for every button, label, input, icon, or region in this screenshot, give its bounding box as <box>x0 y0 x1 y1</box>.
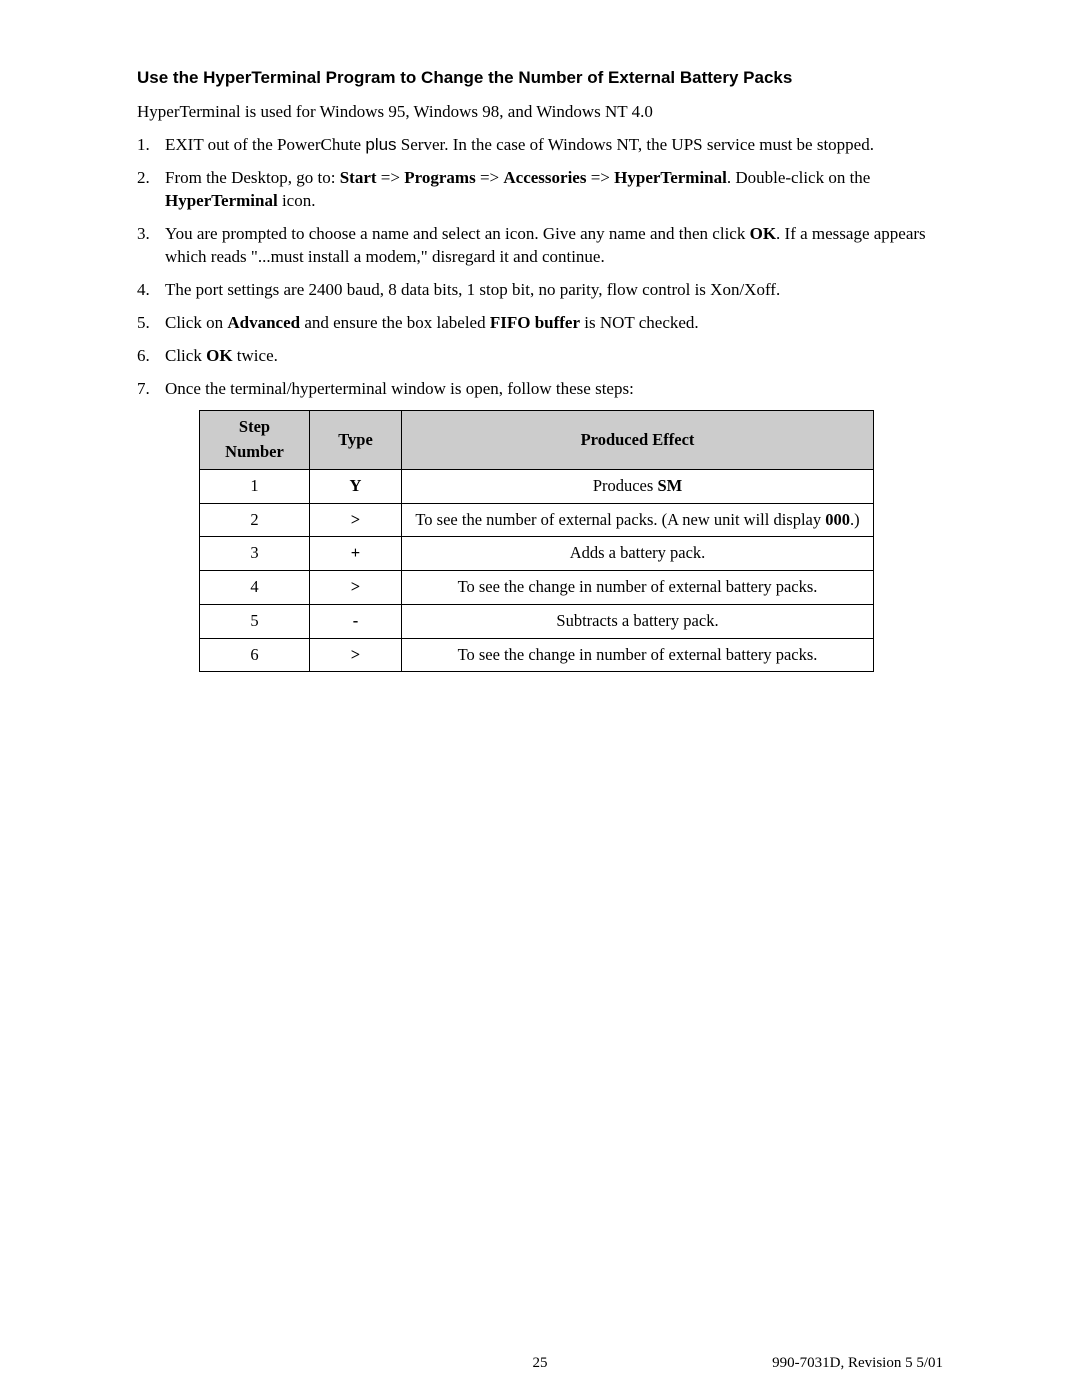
text: To see the change in number of external … <box>458 645 818 664</box>
cell-step: 1 <box>200 469 310 503</box>
text: To see the number of external packs. (A … <box>415 510 825 529</box>
cell-effect: Adds a battery pack. <box>402 537 874 571</box>
cell-type: > <box>310 571 402 605</box>
text-bold: Accessories <box>503 168 586 187</box>
cell-type: > <box>310 638 402 672</box>
text: and ensure the box labeled <box>300 313 490 332</box>
text-sans: plus <box>365 135 396 154</box>
cell-effect: To see the number of external packs. (A … <box>402 503 874 537</box>
table-header-step: Step Number <box>200 411 310 470</box>
cell-effect: To see the change in number of external … <box>402 571 874 605</box>
text-bold: Start <box>340 168 377 187</box>
text: => <box>586 168 614 187</box>
cell-step: 4 <box>200 571 310 605</box>
cell-effect: Subtracts a battery pack. <box>402 604 874 638</box>
cell-type: - <box>310 604 402 638</box>
table-row: 5 - Subtracts a battery pack. <box>200 604 874 638</box>
text-bold: HyperTerminal <box>165 191 278 210</box>
cell-step: 2 <box>200 503 310 537</box>
text: You are prompted to choose a name and se… <box>165 224 750 243</box>
cell-step: 3 <box>200 537 310 571</box>
text: twice. <box>233 346 278 365</box>
text-bold: FIFO buffer <box>490 313 580 332</box>
section-heading: Use the HyperTerminal Program to Change … <box>137 68 947 88</box>
list-item: The port settings are 2400 baud, 8 data … <box>137 279 947 302</box>
list-item: EXIT out of the PowerChute plus Server. … <box>137 134 947 157</box>
list-item: You are prompted to choose a name and se… <box>137 223 947 269</box>
text: Adds a battery pack. <box>570 543 706 562</box>
table-header-type: Type <box>310 411 402 470</box>
table-header-row: Step Number Type Produced Effect <box>200 411 874 470</box>
text-bold: OK <box>206 346 232 365</box>
table-row: 1 Y Produces SM <box>200 469 874 503</box>
steps-table: Step Number Type Produced Effect 1 Y Pro… <box>199 410 874 672</box>
list-item: Click OK twice. <box>137 345 947 368</box>
text: From the Desktop, go to: <box>165 168 340 187</box>
cell-effect: Produces SM <box>402 469 874 503</box>
text: Produces <box>593 476 658 495</box>
text-bold: OK <box>750 224 776 243</box>
text: => <box>476 168 504 187</box>
table-row: 3 + Adds a battery pack. <box>200 537 874 571</box>
text-bold: HyperTerminal <box>614 168 727 187</box>
document-revision: 990-7031D, Revision 5 5/01 <box>772 1355 943 1372</box>
text-bold: Advanced <box>227 313 300 332</box>
text: is NOT checked. <box>580 313 699 332</box>
cell-step: 6 <box>200 638 310 672</box>
page-number: 25 <box>533 1355 548 1372</box>
text-bold: Programs <box>404 168 475 187</box>
table-row: 6 > To see the change in number of exter… <box>200 638 874 672</box>
table-row: 4 > To see the change in number of exter… <box>200 571 874 605</box>
text: Server. In the case of Windows NT, the U… <box>397 135 874 154</box>
table-header-effect: Produced Effect <box>402 411 874 470</box>
cell-type: Y <box>310 469 402 503</box>
text-bold: SM <box>657 476 682 495</box>
cell-type: + <box>310 537 402 571</box>
list-item: From the Desktop, go to: Start => Progra… <box>137 167 947 213</box>
text: The port settings are 2400 baud, 8 data … <box>165 280 780 299</box>
list-item: Once the terminal/hyperterminal window i… <box>137 378 947 401</box>
cell-step: 5 <box>200 604 310 638</box>
text: Click <box>165 346 206 365</box>
text: Click on <box>165 313 227 332</box>
text: icon. <box>278 191 316 210</box>
cell-effect: To see the change in number of external … <box>402 638 874 672</box>
text-bold: 000 <box>825 510 850 529</box>
text: Once the terminal/hyperterminal window i… <box>165 379 634 398</box>
text: EXIT out of the PowerChute <box>165 135 365 154</box>
text: . Double-click on the <box>727 168 871 187</box>
intro-paragraph: HyperTerminal is used for Windows 95, Wi… <box>137 102 947 122</box>
cell-type: > <box>310 503 402 537</box>
list-item: Click on Advanced and ensure the box lab… <box>137 312 947 335</box>
text: .) <box>850 510 860 529</box>
instruction-list: EXIT out of the PowerChute plus Server. … <box>137 134 947 400</box>
table-row: 2 > To see the number of external packs.… <box>200 503 874 537</box>
text: => <box>377 168 405 187</box>
text: To see the change in number of external … <box>458 577 818 596</box>
text: Subtracts a battery pack. <box>556 611 718 630</box>
